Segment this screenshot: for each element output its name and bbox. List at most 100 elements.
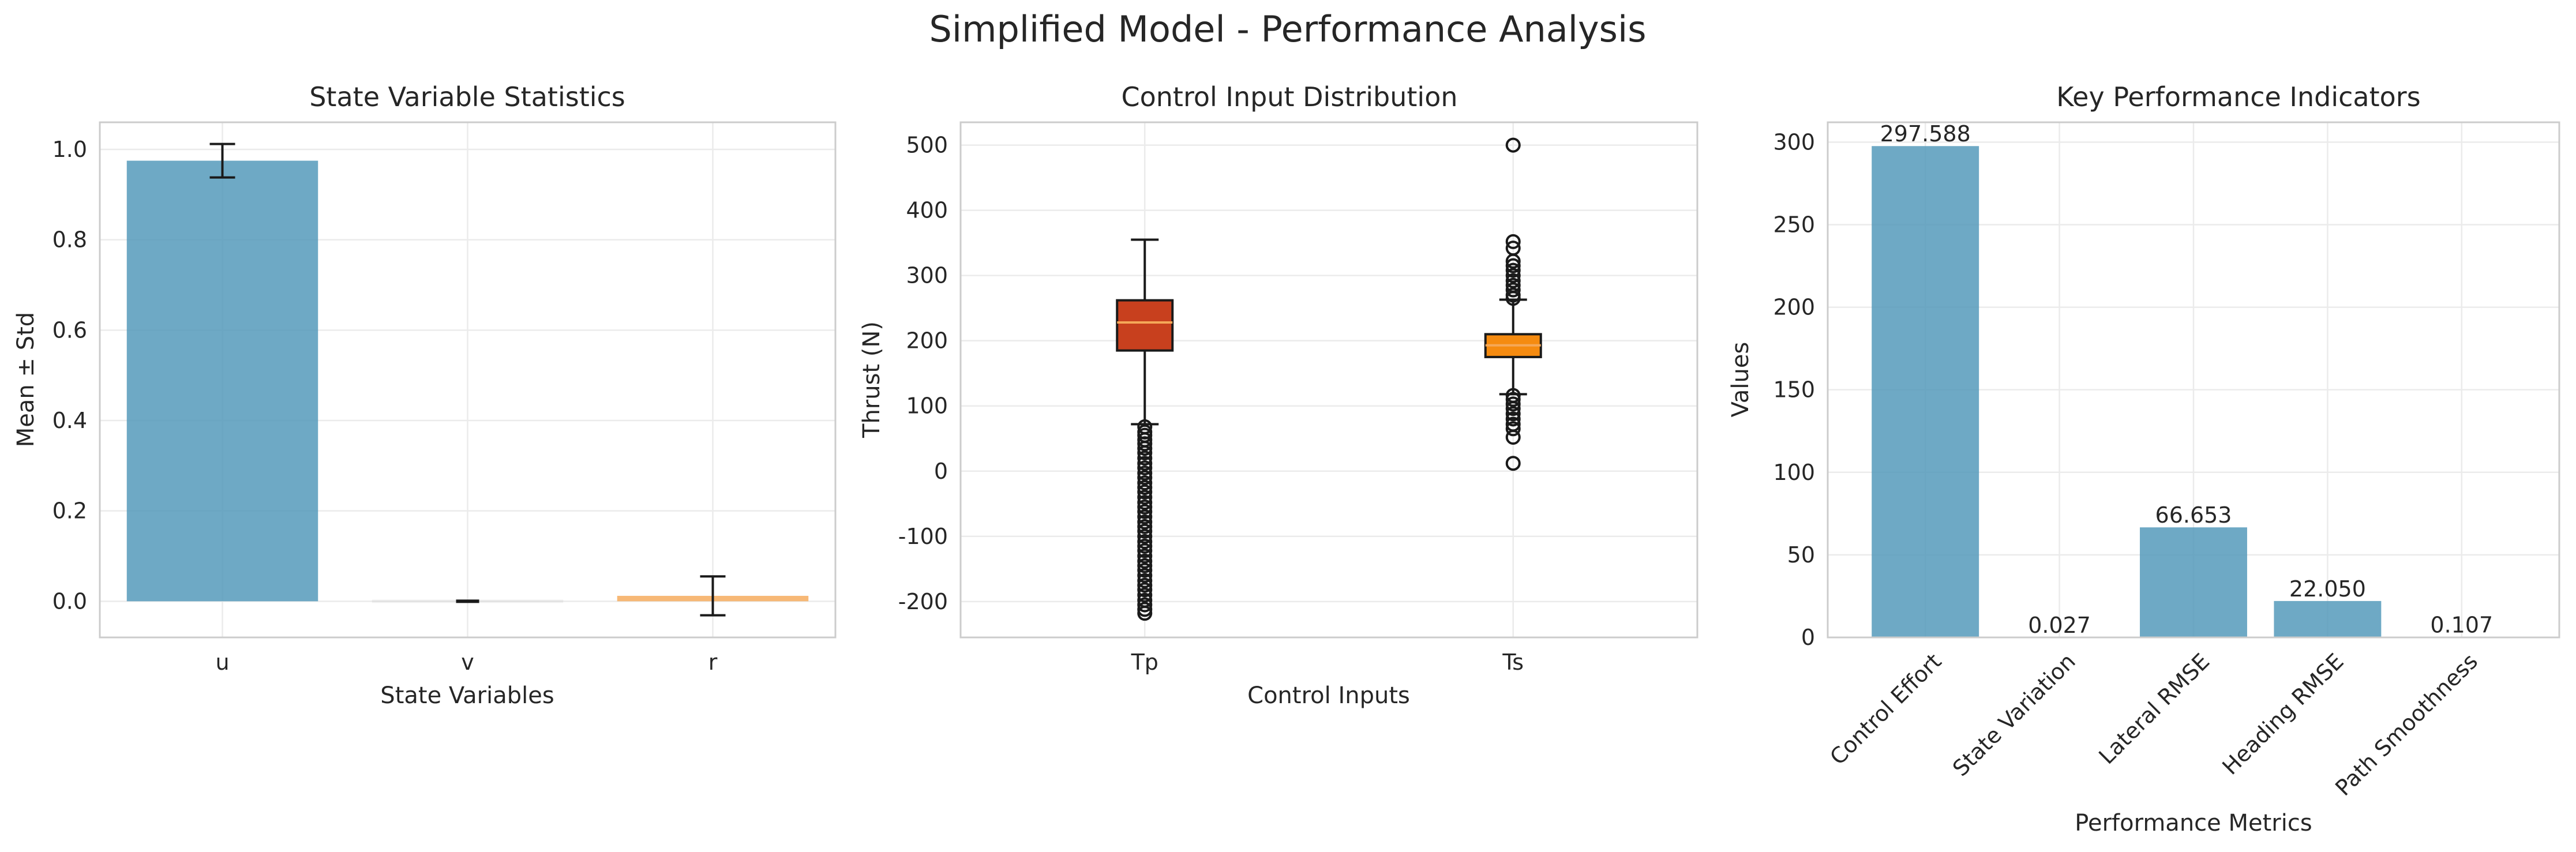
outlier-point xyxy=(1137,582,1153,598)
outlier-point xyxy=(1505,401,1521,416)
x-tick-label: Tp xyxy=(1131,650,1158,675)
y-tick-label: 0.6 xyxy=(53,317,87,343)
plot-frame xyxy=(99,121,837,639)
outlier-point xyxy=(1505,406,1521,422)
outlier-point xyxy=(1137,553,1153,569)
outlier-point xyxy=(1137,495,1153,511)
bar-control-effort xyxy=(1872,146,1979,637)
x-axis-label: State Variables xyxy=(380,682,554,709)
outlier-point xyxy=(1505,421,1521,437)
outlier-point xyxy=(1137,562,1153,578)
outlier-point xyxy=(1505,262,1521,278)
x-tick-label: Lateral RMSE xyxy=(2094,648,2214,769)
y-tick-label: 0 xyxy=(1801,625,1815,650)
outlier-point xyxy=(1137,436,1153,452)
y-tick-label: 250 xyxy=(1773,212,1815,237)
figure-title: Simplified Model - Performance Analysis xyxy=(929,8,1646,50)
outlier-point xyxy=(1137,538,1153,554)
y-tick-label: 300 xyxy=(906,263,948,288)
bar-value-label: 66.653 xyxy=(2155,502,2232,528)
outlier-point xyxy=(1137,509,1153,524)
bar-value-label: 0.027 xyxy=(2028,613,2091,638)
bar-value-label: 22.050 xyxy=(2289,576,2366,602)
x-tick-label: Control Effort xyxy=(1825,648,1946,770)
outlier-point xyxy=(1137,543,1153,558)
plot-frame xyxy=(1827,121,2560,639)
outlier-point xyxy=(1137,451,1153,466)
y-axis-label: Thrust (N) xyxy=(858,321,885,438)
y-tick-label: 0 xyxy=(934,459,948,484)
outlier-point xyxy=(1137,548,1153,564)
y-tick-label: 200 xyxy=(1773,295,1815,320)
outlier-point xyxy=(1505,253,1521,269)
key-performance-indicators-chart: Key Performance Indicators 0 50 100 150 200 2… xyxy=(1727,81,2560,836)
outlier-point xyxy=(1137,456,1153,471)
y-tick-label: 1.0 xyxy=(53,137,87,162)
outlier-point xyxy=(1137,480,1153,496)
outlier-point xyxy=(1137,514,1153,530)
x-axis-label: Performance Metrics xyxy=(2075,810,2312,836)
bar-value-label: 297.588 xyxy=(1880,121,1971,147)
outlier-point xyxy=(1137,568,1153,583)
bar-lateral-rmse xyxy=(2140,527,2247,637)
outlier-point xyxy=(1137,499,1153,515)
box-Tp xyxy=(1116,299,1174,352)
outlier-point xyxy=(1137,466,1153,481)
y-tick-label: 100 xyxy=(906,393,948,419)
plot-frame xyxy=(959,121,1698,639)
y-tick-label: 0.2 xyxy=(53,498,87,524)
x-tick-label: Heading RMSE xyxy=(2217,648,2348,779)
outlier-point xyxy=(1505,282,1521,298)
chart-title: State Variable Statistics xyxy=(309,81,625,112)
x-axis-label: Control Inputs xyxy=(1247,682,1410,709)
outlier-point xyxy=(1137,573,1153,588)
y-tick-label: -100 xyxy=(898,524,948,549)
outlier-point xyxy=(1137,558,1153,573)
y-tick-label: 200 xyxy=(906,328,948,354)
y-tick-label: 0.4 xyxy=(53,408,87,433)
bar-heading-rmse xyxy=(2274,600,2382,637)
outlier-point xyxy=(1505,273,1521,288)
bar-value-label: 0.107 xyxy=(2430,613,2493,638)
x-tick-label: u xyxy=(215,650,229,675)
x-tick-label: Path Smoothness xyxy=(2330,648,2483,801)
x-tick-label: Ts xyxy=(1502,650,1524,675)
outlier-point xyxy=(1137,460,1153,476)
outlier-point xyxy=(1505,268,1521,283)
y-tick-label: 400 xyxy=(906,198,948,223)
y-tick-label: 300 xyxy=(1773,129,1815,155)
y-tick-label: 50 xyxy=(1787,542,1815,568)
outlier-point xyxy=(1137,587,1153,603)
outlier-point xyxy=(1505,392,1521,407)
state-variable-statistics-chart: State Variable Statistics 0.0 0.2 0.4 0.6 0.… xyxy=(13,81,837,709)
chart-title: Key Performance Indicators xyxy=(2056,81,2420,112)
y-tick-label: 150 xyxy=(1773,377,1815,403)
outlier-point xyxy=(1137,441,1153,456)
outlier-point xyxy=(1505,456,1521,471)
outlier-point xyxy=(1505,258,1521,273)
outlier-point xyxy=(1137,470,1153,486)
outlier-point xyxy=(1137,523,1153,539)
outlier-point xyxy=(1137,597,1153,613)
y-axis-label: Mean ± Std xyxy=(13,312,39,447)
y-tick-label: 0.8 xyxy=(53,227,87,253)
bar-u xyxy=(126,160,318,602)
outlier-point xyxy=(1137,534,1153,549)
outlier-point xyxy=(1137,489,1153,505)
y-tick-label: 100 xyxy=(1773,460,1815,485)
control-input-distribution-chart: Control Input Distribution -200 -100 0 100 2… xyxy=(858,81,1698,709)
outlier-point xyxy=(1137,606,1153,621)
outlier-point xyxy=(1505,137,1521,153)
outlier-point xyxy=(1137,577,1153,593)
outlier-point xyxy=(1137,504,1153,519)
outlier-point xyxy=(1137,484,1153,500)
outlier-point xyxy=(1505,234,1521,249)
outlier-point xyxy=(1137,475,1153,491)
y-tick-label: -200 xyxy=(898,589,948,614)
bar-v-mark xyxy=(456,599,479,603)
chart-title: Control Input Distribution xyxy=(1122,81,1458,112)
outlier-point xyxy=(1505,291,1521,306)
outlier-point xyxy=(1137,528,1153,544)
y-axis-label: Values xyxy=(1727,342,1754,418)
